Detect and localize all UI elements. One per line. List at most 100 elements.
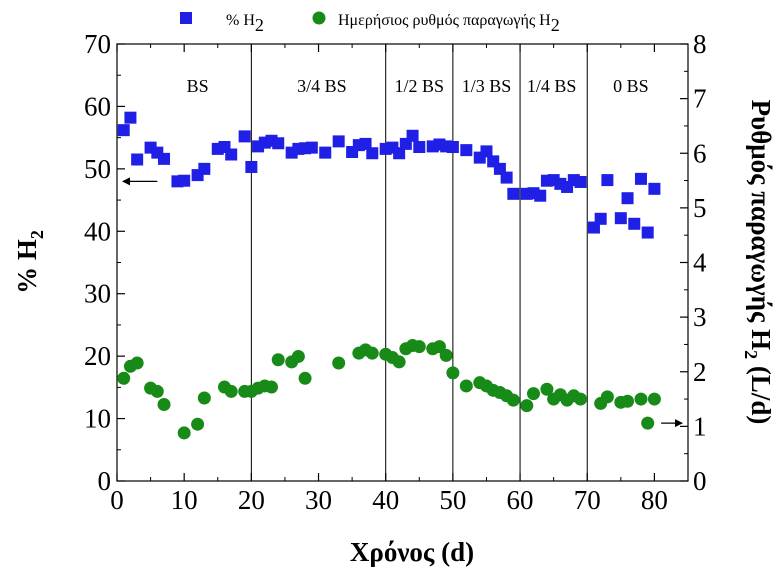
h2-percent-point: [406, 129, 419, 142]
production-rate-point: [191, 417, 205, 431]
x-tick-label: 30: [305, 485, 332, 515]
x-axis-ticks: 0 10 20 30 40 50 60 70 80: [110, 44, 668, 515]
h2-percent-point: [198, 162, 211, 175]
production-rate-point: [332, 356, 346, 370]
h2-percent-point: [641, 226, 654, 239]
production-rate-point: [647, 392, 661, 406]
production-rate-point: [520, 399, 534, 413]
h2-percent-point: [238, 130, 251, 143]
right-tick-label: 8: [693, 29, 707, 59]
production-rate-point: [540, 382, 554, 396]
right-tick-label: 3: [693, 302, 707, 332]
h2-percent-point: [158, 152, 171, 165]
production-rate-point: [621, 394, 635, 408]
left-tick-label: 70: [84, 29, 111, 59]
h2-percent-point: [245, 160, 258, 173]
production-rate-point: [459, 379, 473, 393]
right-y-axis-title: Ρυθμός παραγωγής H2 (L/d): [741, 100, 776, 425]
left-y-axis-ticks: 0 10 20 30 40 50 60 70: [84, 29, 125, 496]
h2-percent-point: [628, 217, 641, 230]
legend-label-production-rate: Ημερήσιος ρυθμός παραγωγής H2: [338, 12, 560, 35]
right-tick-label: 0: [693, 466, 707, 496]
right-tick-label: 1: [693, 411, 707, 441]
x-tick-label: 10: [171, 485, 198, 515]
right-tick-label: 7: [693, 84, 707, 114]
production-rate-point: [271, 353, 285, 367]
legend-marker-circle: [312, 11, 326, 25]
production-rate-point: [177, 426, 191, 440]
production-rate-point: [130, 356, 144, 370]
production-rate-point: [446, 366, 460, 380]
production-rate-point: [150, 384, 164, 398]
production-rate-point: [157, 398, 171, 412]
h2-percent-point: [534, 189, 547, 202]
left-y-axis-title: % H2: [12, 230, 47, 294]
production-rate-point: [506, 393, 520, 407]
phase-label: 1/4 BS: [527, 76, 577, 96]
x-tick-label: 0: [110, 485, 124, 515]
phase-label: 3/4 BS: [297, 76, 347, 96]
h2-percent-point: [480, 145, 493, 158]
h2-percent-point: [446, 141, 459, 154]
arrow-annotations: [122, 177, 683, 428]
phase-labels: BS 3/4 BS 1/2 BS 1/3 BS 1/4 BS 0 BS: [187, 76, 649, 96]
h2-percent-point: [648, 182, 661, 195]
data-series: [117, 111, 661, 440]
h2-percent-point: [594, 212, 607, 225]
left-tick-label: 40: [84, 216, 111, 246]
right-tick-label: 4: [693, 248, 707, 278]
x-tick-label: 80: [641, 485, 668, 515]
production-rate-point: [574, 392, 588, 406]
left-tick-label: 50: [84, 154, 111, 184]
x-tick-label: 70: [574, 485, 601, 515]
x-tick-label: 60: [507, 485, 534, 515]
production-rate-point: [365, 346, 379, 360]
h2-percent-point: [366, 147, 379, 160]
production-rate-point: [224, 384, 238, 398]
h2-percent-point: [332, 135, 345, 148]
h2-percent-point: [131, 153, 144, 166]
h2-percent-point: [319, 146, 332, 159]
left-tick-label: 0: [98, 466, 112, 496]
h2-percent-point: [413, 141, 426, 154]
h2-percent-point: [601, 174, 614, 187]
right-tick-label: 5: [693, 193, 707, 223]
h2-percent-point: [272, 137, 285, 150]
right-tick-label: 2: [693, 357, 707, 387]
production-rate-point: [439, 348, 453, 362]
x-tick-label: 20: [238, 485, 265, 515]
h2-percent-point: [634, 172, 647, 185]
h2-percent-point: [460, 144, 473, 157]
h2-percent-point: [393, 147, 406, 160]
production-rate-point: [600, 390, 614, 404]
legend-label-h2-percent: % H2: [226, 12, 264, 35]
plot-frame: [116, 43, 689, 482]
legend: % H2 Ημερήσιος ρυθμός παραγωγής H2: [180, 11, 560, 35]
right-y-axis-ticks: 0 1 2 3 4 5 6 7 8: [680, 29, 707, 496]
h2-percent-point: [614, 212, 627, 225]
h2-percent-point: [178, 174, 191, 187]
series-production-rate: [117, 339, 661, 440]
legend-marker-square: [180, 12, 192, 24]
h2-percent-point: [305, 141, 318, 154]
phase-divider-lines: [250, 44, 588, 481]
production-rate-point: [298, 371, 312, 385]
production-rate-point: [392, 355, 406, 369]
phase-label: BS: [187, 76, 209, 96]
h2-percent-point: [117, 124, 130, 137]
x-axis-title: Χρόνος (d): [350, 537, 474, 567]
phase-label: 1/2 BS: [395, 76, 445, 96]
production-rate-point: [634, 392, 648, 406]
h2-percent-point: [124, 111, 137, 124]
production-rate-point: [412, 340, 426, 354]
phase-label: 0 BS: [613, 76, 649, 96]
left-tick-label: 20: [84, 341, 111, 371]
h2-percent-point: [574, 175, 587, 188]
production-rate-point: [291, 349, 305, 363]
h2-percent-point: [500, 171, 513, 184]
h2-percent-point: [225, 148, 238, 161]
production-rate-point: [265, 380, 279, 394]
production-rate-point: [526, 387, 540, 401]
production-rate-point: [641, 416, 655, 430]
